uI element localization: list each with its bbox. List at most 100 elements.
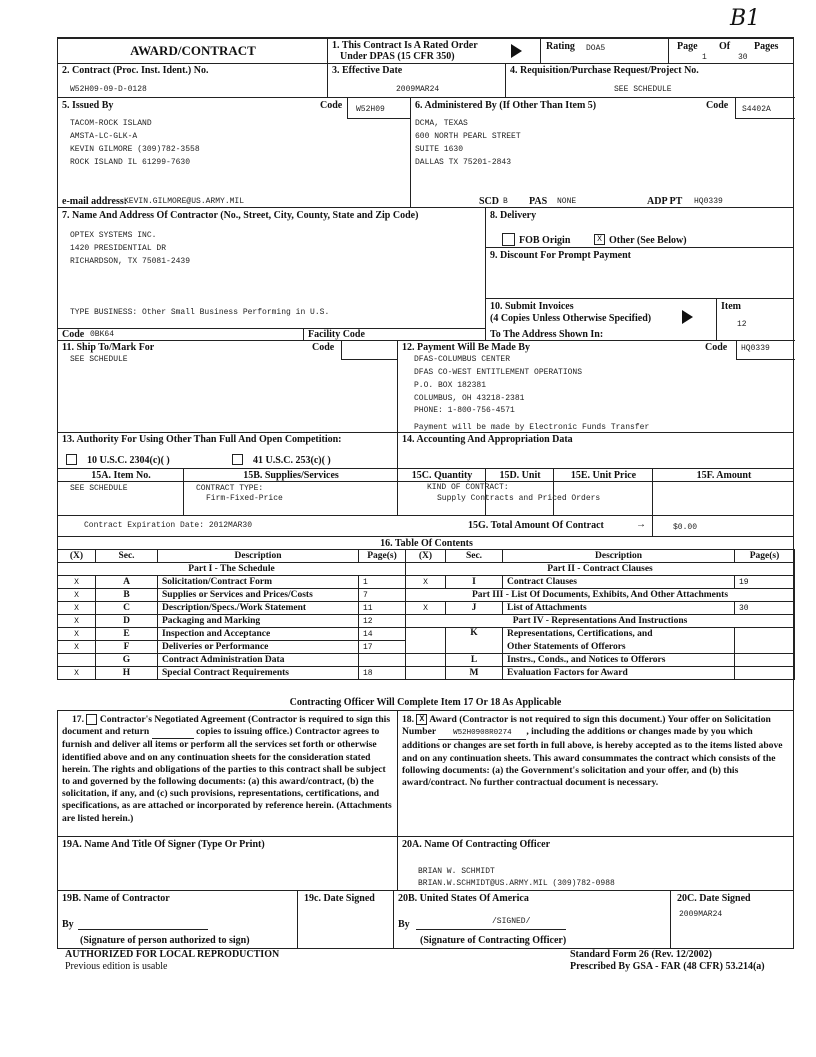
toc-header-row: (X) Sec. Description Page(s) (X) Sec. De… bbox=[57, 549, 795, 563]
contractor-label: 7. Name And Address Of Contractor (No., … bbox=[62, 210, 419, 221]
toc-header-description: Description bbox=[502, 549, 735, 563]
contractor-date-cell: 19c. Date Signed bbox=[297, 890, 393, 948]
authority-option-10usc[interactable]: 10 U.S.C. 2304(c)( ) bbox=[66, 450, 170, 468]
authority-cell: 13. Authority For Using Other Than Full … bbox=[57, 432, 397, 468]
administered-by-code-label: Code bbox=[706, 100, 729, 111]
contracting-officer-contact: BRIAN.W.SCHMIDT@US.ARMY.MIL (309)782-098… bbox=[418, 879, 615, 888]
toc-table: (X) Sec. Description Page(s) (X) Sec. De… bbox=[57, 549, 795, 680]
toc-pages: 11 bbox=[358, 601, 406, 615]
requisition-value: SEE SCHEDULE bbox=[614, 85, 672, 94]
unit-cell: 15D. Unit bbox=[485, 468, 553, 515]
item18-checkbox[interactable]: X bbox=[416, 714, 428, 726]
adp-pt-value: HQ0339 bbox=[694, 197, 723, 206]
toc-title-cell: 16. Table Of Contents bbox=[57, 536, 794, 550]
toc-section: F bbox=[95, 640, 158, 654]
pas-label: PAS bbox=[529, 196, 548, 207]
rating-label: Rating bbox=[546, 41, 575, 52]
total-amount-label: 15G. Total Amount Of Contract bbox=[468, 520, 604, 531]
toc-pages: 30 bbox=[734, 601, 795, 615]
item17-checkbox[interactable] bbox=[86, 714, 98, 726]
facility-code-cell: Facility Code bbox=[303, 328, 485, 340]
toc-description: Solicitation/Contract Form bbox=[157, 575, 359, 589]
item18-text: 18. X Award (Contractor is not required … bbox=[402, 714, 792, 789]
government-date-label: 20C. Date Signed bbox=[677, 893, 751, 904]
contractor-signature-line[interactable] bbox=[78, 929, 208, 930]
fob-origin-label: FOB Origin bbox=[519, 235, 571, 246]
toc-section: H bbox=[95, 666, 158, 680]
page-value: 1 bbox=[702, 53, 707, 62]
toc-row: G Contract Administration Data L Instrs., C… bbox=[57, 653, 795, 667]
toc-section: A bbox=[95, 575, 158, 589]
payment-line: PHONE: 1-800-756-4571 bbox=[414, 406, 515, 415]
toc-row: X E Inspection and Acceptance 14 K Representa… bbox=[57, 627, 795, 654]
toc-x-mark: X bbox=[405, 575, 446, 589]
administered-by-line: DALLAS TX 75201-2843 bbox=[415, 158, 512, 167]
authority-41usc-checkbox[interactable] bbox=[232, 453, 243, 465]
fob-origin-checkbox[interactable] bbox=[502, 232, 515, 246]
rating-value: DOA5 bbox=[586, 44, 606, 53]
authority-option-41usc[interactable]: 41 U.S.C. 253(c)( ) bbox=[232, 450, 331, 468]
arrow-right-icon bbox=[682, 310, 693, 324]
toc-header-x: (X) bbox=[57, 549, 96, 563]
facility-code-label: Facility Code bbox=[308, 329, 365, 340]
submit-invoices-sub: (4 Copies Unless Otherwise Specified) bbox=[490, 313, 652, 324]
issued-by-line: ROCK ISLAND IL 61299-7630 bbox=[70, 158, 191, 167]
footer-form-number: Standard Form 26 (Rev. 12/2002) bbox=[570, 949, 712, 960]
contractor-name-label: 19B. Name of Contractor bbox=[62, 893, 170, 904]
government-date-value: 2009MAR24 bbox=[679, 910, 723, 919]
toc-x-mark: X bbox=[57, 614, 96, 628]
toc-description: Inspection and Acceptance bbox=[157, 627, 359, 641]
authority-10usc-checkbox[interactable] bbox=[66, 453, 77, 465]
payment-cell: 12. Payment Will Be Made By Code HQ0339 … bbox=[397, 340, 795, 432]
toc-title: 16. Table Of Contents bbox=[380, 538, 473, 549]
toc-pages bbox=[358, 653, 406, 667]
toc-pages: 17 bbox=[358, 640, 406, 654]
payment-code-label: Code bbox=[705, 342, 728, 353]
government-date-cell: 20C. Date Signed 2009MAR24 bbox=[670, 890, 794, 948]
item17-number: 17. bbox=[72, 714, 84, 725]
issued-by-code-box: W52H09 bbox=[347, 97, 411, 119]
payment-line: DFAS-COLUMBUS CENTER bbox=[414, 355, 511, 364]
invoice-item-label: Item bbox=[721, 301, 741, 312]
fob-origin-option[interactable]: FOB Origin bbox=[502, 230, 570, 248]
officer-signature-caption: (Signature of Contracting Officer) bbox=[420, 935, 567, 946]
administered-by-label: 6. Administered By (If Other Than Item 5… bbox=[415, 100, 597, 111]
contracting-officer-label: 20A. Name Of Contracting Officer bbox=[402, 839, 551, 850]
total-amount-cell: $0.00 bbox=[652, 515, 794, 536]
toc-description: List of Attachments bbox=[502, 601, 735, 615]
footer-reproduction: AUTHORIZED FOR LOCAL REPRODUCTION bbox=[65, 949, 280, 960]
authority-10usc-label: 10 U.S.C. 2304(c)( ) bbox=[87, 455, 170, 466]
toc-x-mark bbox=[57, 653, 96, 667]
contract-expiration: Contract Expiration Date: 2012MAR30 bbox=[84, 521, 253, 530]
toc-part-heading: Part II - Contract Clauses bbox=[405, 562, 795, 576]
toc-pages: 1 bbox=[358, 575, 406, 589]
rated-order-label: 1. This Contract Is A Rated Order bbox=[332, 40, 478, 51]
divider bbox=[57, 481, 794, 482]
toc-row: X H Special Contract Requirements 18 M Evalua… bbox=[57, 666, 795, 680]
administered-by-code: S4402A bbox=[742, 105, 771, 114]
ship-to-code-label: Code bbox=[312, 342, 335, 353]
form-title-cell: AWARD/CONTRACT bbox=[57, 37, 327, 63]
toc-description: Instrs., Conds., and Notices to Offerors bbox=[502, 653, 735, 667]
effective-date: 2009MAR24 bbox=[396, 85, 440, 94]
toc-pages bbox=[734, 627, 795, 654]
contractor-date-label: 19c. Date Signed bbox=[304, 893, 375, 904]
administered-by-line: SUITE 1630 bbox=[415, 145, 464, 154]
administered-by-line: 600 NORTH PEARL STREET bbox=[415, 132, 521, 141]
other-delivery-option[interactable]: X Other (See Below) bbox=[594, 230, 687, 248]
contract-type-value: Firm-Fixed-Price bbox=[206, 494, 283, 503]
item18-cell: 18. X Award (Contractor is not required … bbox=[397, 710, 794, 836]
issued-by-label: 5. Issued By bbox=[62, 100, 114, 111]
item18-text-a: Award (Contractor is not required to sig… bbox=[402, 714, 771, 738]
toc-section: J bbox=[445, 601, 503, 615]
other-delivery-checkbox[interactable]: X bbox=[594, 233, 605, 245]
item-no-cell: 15A. Item No. SEE SCHEDULE bbox=[57, 468, 183, 515]
submit-invoices-label: 10. Submit Invoices bbox=[490, 301, 574, 312]
contractor-code-cell: Code 0BK64 bbox=[57, 328, 303, 340]
administered-by-code-box: S4402A bbox=[735, 97, 795, 119]
ship-to-cell: 11. Ship To/Mark For Code SEE SCHEDULE bbox=[57, 340, 398, 432]
item-no-header: 15A. Item No. bbox=[91, 470, 151, 481]
payment-label: 12. Payment Will Be Made By bbox=[402, 342, 530, 353]
payment-code-box: HQ0339 bbox=[736, 340, 795, 360]
toc-row: Part I - The Schedule Part II - Contract … bbox=[57, 562, 795, 576]
